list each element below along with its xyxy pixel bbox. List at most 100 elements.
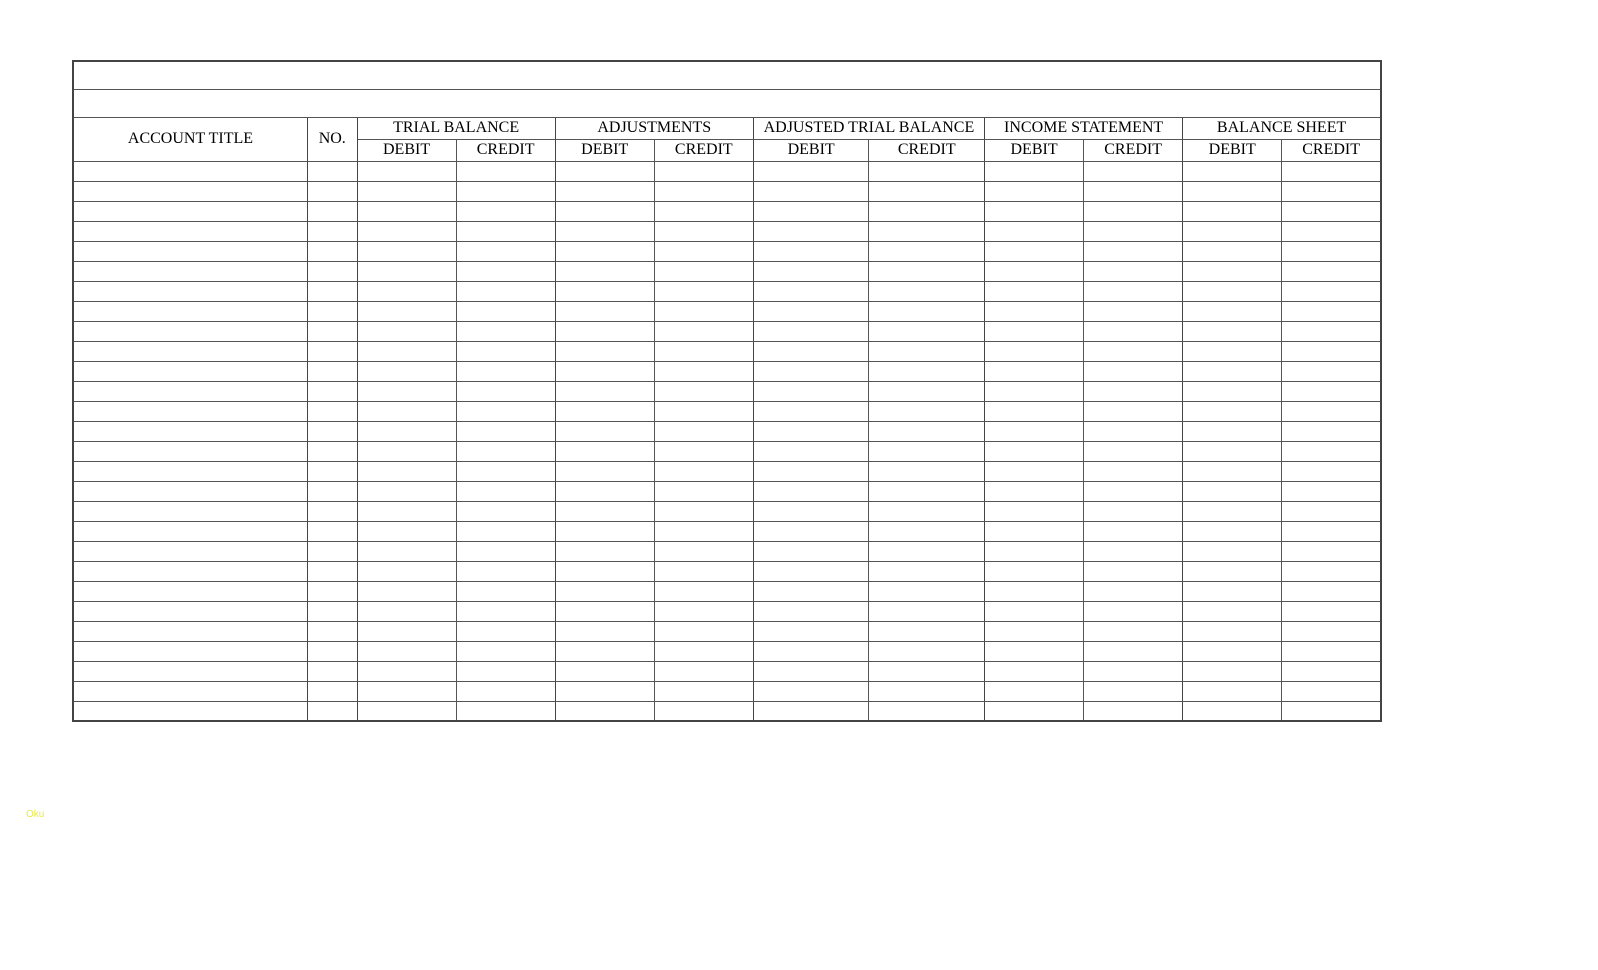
table-cell [753,701,869,721]
watermark-text: Oku [26,809,44,820]
table-cell [456,701,555,721]
table-row [73,681,1381,701]
table-cell [753,281,869,301]
table-cell [654,421,753,441]
table-cell [985,401,1084,421]
table-cell [1282,441,1381,461]
table-cell [753,601,869,621]
table-row [73,621,1381,641]
table-cell [1084,161,1183,181]
table-cell [753,581,869,601]
table-cell [985,641,1084,661]
section-header-row: ACCOUNT TITLE NO. TRIAL BALANCE ADJUSTME… [73,117,1381,139]
table-cell [73,221,307,241]
table-cell [985,561,1084,581]
table-cell [985,261,1084,281]
sub-header-credit-0: CREDIT [456,139,555,161]
table-cell [1282,321,1381,341]
table-cell [357,361,456,381]
table-cell [869,661,985,681]
table-cell [985,321,1084,341]
table-row [73,421,1381,441]
table-cell [456,481,555,501]
table-cell [73,241,307,261]
table-cell [1183,421,1282,441]
table-cell [1084,541,1183,561]
table-cell [985,221,1084,241]
table-cell [456,581,555,601]
table-cell [555,181,654,201]
table-cell [307,501,357,521]
table-cell [73,661,307,681]
table-cell [753,421,869,441]
table-cell [73,541,307,561]
table-cell [73,621,307,641]
table-cell [869,601,985,621]
table-cell [456,261,555,281]
table-cell [654,341,753,361]
table-cell [1084,681,1183,701]
table-cell [555,601,654,621]
sub-header-debit-0: DEBIT [357,139,456,161]
table-cell [1084,261,1183,281]
table-cell [985,601,1084,621]
title-row-1 [73,61,1381,89]
table-cell [1282,261,1381,281]
table-cell [307,221,357,241]
table-cell [456,361,555,381]
table-cell [73,641,307,661]
table-cell [1183,281,1282,301]
table-cell [555,681,654,701]
table-cell [869,301,985,321]
table-cell [869,481,985,501]
table-cell [357,501,456,521]
table-cell [357,581,456,601]
table-cell [1282,561,1381,581]
table-cell [555,421,654,441]
table-cell [1084,701,1183,721]
table-cell [307,661,357,681]
table-cell [357,161,456,181]
table-cell [985,201,1084,221]
table-cell [1084,521,1183,541]
table-cell [654,461,753,481]
table-cell [1282,581,1381,601]
table-cell [307,321,357,341]
table-cell [73,441,307,461]
table-cell [307,261,357,281]
table-cell [985,661,1084,681]
table-row [73,581,1381,601]
table-cell [654,581,753,601]
table-cell [456,641,555,661]
table-cell [555,461,654,481]
table-cell [985,421,1084,441]
table-cell [357,241,456,261]
table-cell [1183,221,1282,241]
table-cell [985,301,1084,321]
table-cell [456,161,555,181]
table-cell [654,661,753,681]
table-cell [1084,281,1183,301]
table-cell [456,321,555,341]
table-cell [456,521,555,541]
table-cell [357,701,456,721]
table-cell [1084,661,1183,681]
table-cell [1084,401,1183,421]
sub-header-debit-4: DEBIT [1183,139,1282,161]
table-cell [555,661,654,681]
table-cell [1183,481,1282,501]
table-cell [985,521,1084,541]
table-cell [985,181,1084,201]
table-cell [1183,601,1282,621]
table-cell [555,581,654,601]
table-row [73,561,1381,581]
table-cell [1084,601,1183,621]
table-cell [985,361,1084,381]
table-cell [73,261,307,281]
table-cell [985,161,1084,181]
table-cell [1084,481,1183,501]
table-row [73,701,1381,721]
table-cell [456,561,555,581]
table-cell [869,381,985,401]
table-cell [654,501,753,521]
